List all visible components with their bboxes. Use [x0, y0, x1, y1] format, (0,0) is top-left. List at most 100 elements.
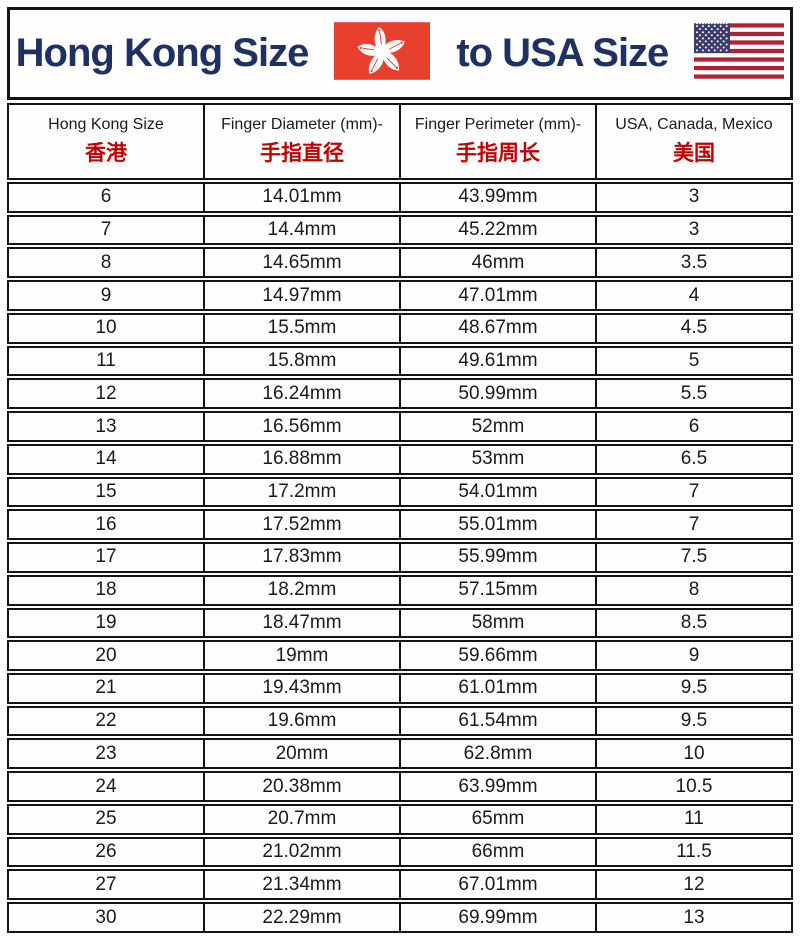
table-row: 27 21.34mm 67.01mm 12	[7, 869, 793, 901]
title-banner: Hong Kong Size to USA Size	[7, 7, 793, 100]
table-cell: 53mm	[399, 445, 595, 473]
table-cell: 21	[95, 677, 117, 699]
table-row: 21 19.43mm 61.01mm 9.5	[7, 673, 793, 704]
header-usa-canada-mexico: USA, Canada, Mexico 美国	[595, 105, 791, 178]
table-cell: 13	[95, 415, 117, 437]
header-label-en: Finger Perimeter (mm)-	[414, 116, 582, 133]
table-cell: 14.4mm	[203, 216, 399, 244]
title-hong-kong-size: Hong Kong Size	[15, 31, 310, 75]
table-header-row: Hong Kong Size 香港 Finger Diameter (mm)- …	[7, 103, 793, 180]
header-label-en: Hong Kong Size	[48, 116, 164, 133]
table-row: 18 18.2mm 57.15mm 8	[7, 574, 793, 606]
title-to-usa-size: to USA Size	[456, 31, 669, 75]
table-row: 25 20.7mm 65mm 11	[7, 803, 793, 835]
table-cell: 63.99mm	[399, 773, 595, 800]
header-hong-kong-size: Hong Kong Size 香港	[9, 105, 203, 178]
header-label-zh: 香港	[85, 142, 127, 165]
header-finger-perimeter: Finger Perimeter (mm)- 手指周长	[399, 105, 595, 178]
table-cell: 45.22mm	[399, 216, 595, 244]
table-cell: 10	[95, 317, 117, 339]
table-cell: 3.5	[595, 249, 791, 277]
table-cell: 11	[595, 805, 791, 833]
table-cell: 19.6mm	[203, 707, 399, 735]
table-cell: 62.8mm	[399, 740, 595, 768]
table-cell: 23	[95, 742, 117, 764]
table-cell: 17.52mm	[203, 511, 399, 539]
table-cell: 17.2mm	[203, 478, 399, 506]
table-cell: 59.66mm	[399, 642, 595, 670]
table-cell: 3	[595, 216, 791, 244]
table-row: 20 19mm 59.66mm 9	[7, 640, 793, 672]
table-cell: 11	[96, 350, 116, 372]
table-cell: 14	[95, 448, 117, 470]
table-cell: 20.38mm	[203, 773, 399, 800]
table-cell: 18.47mm	[203, 609, 399, 637]
table-cell: 14.65mm	[203, 249, 399, 277]
table-cell: 19.43mm	[203, 675, 399, 702]
table-cell: 17.83mm	[203, 544, 399, 571]
table-cell: 9	[595, 642, 791, 670]
table-cell: 67.01mm	[399, 871, 595, 899]
table-cell: 16.56mm	[203, 413, 399, 440]
table-cell: 69.99mm	[399, 904, 595, 931]
table-cell: 25	[95, 808, 117, 830]
table-cell: 18	[95, 579, 117, 601]
table-cell: 9.5	[595, 707, 791, 735]
header-finger-diameter: Finger Diameter (mm)- 手指直径	[203, 105, 399, 178]
table-row: 14 16.88mm 53mm 6.5	[7, 443, 793, 475]
table-cell: 12	[595, 871, 791, 899]
table-cell: 8	[595, 576, 791, 604]
usa-flag-icon	[694, 22, 785, 84]
table-cell: 26	[95, 841, 117, 863]
table-cell: 61.54mm	[399, 707, 595, 735]
table-cell: 7.5	[595, 544, 791, 571]
table-cell: 15.8mm	[203, 347, 399, 375]
table-cell: 48.67mm	[399, 314, 595, 342]
table-cell: 6	[100, 186, 112, 208]
table-cell: 22.29mm	[203, 904, 399, 931]
table-cell: 10	[595, 740, 791, 768]
table-row: 16 17.52mm 55.01mm 7	[7, 509, 793, 541]
header-label-en: Finger Diameter (mm)-	[221, 116, 383, 133]
table-cell: 66mm	[399, 838, 595, 866]
table-cell: 8	[100, 251, 112, 273]
table-cell: 21.34mm	[203, 871, 399, 899]
table-cell: 7	[595, 511, 791, 539]
table-cell: 50.99mm	[399, 380, 595, 408]
table-cell: 65mm	[399, 805, 595, 833]
table-cell: 17	[95, 546, 117, 568]
table-cell: 12	[95, 382, 117, 404]
table-row: 30 22.29mm 69.99mm 13	[7, 902, 793, 933]
table-cell: 55.01mm	[399, 511, 595, 539]
table-cell: 18.2mm	[203, 576, 399, 604]
table-cell: 24	[95, 775, 117, 797]
header-label-zh: 美国	[673, 142, 715, 165]
table-cell: 7	[100, 219, 112, 241]
table-cell: 10.5	[595, 773, 791, 800]
table-row: 13 16.56mm 52mm 6	[7, 411, 793, 442]
table-row: 10 15.5mm 48.67mm 4.5	[7, 312, 793, 344]
table-row: 8 14.65mm 46mm 3.5	[7, 247, 793, 279]
table-row: 7 14.4mm 45.22mm 3	[7, 214, 793, 246]
header-label-zh: 手指直径	[260, 142, 344, 165]
table-cell: 11.5	[595, 838, 791, 866]
table-cell: 43.99mm	[399, 184, 595, 211]
table-cell: 6	[595, 413, 791, 440]
table-cell: 7	[595, 478, 791, 506]
table-cell: 61.01mm	[399, 675, 595, 702]
table-cell: 16	[95, 513, 117, 535]
table-cell: 3	[595, 184, 791, 211]
table-row: 19 18.47mm 58mm 8.5	[7, 607, 793, 639]
table-cell: 19mm	[203, 642, 399, 670]
table-cell: 9.5	[595, 675, 791, 702]
table-cell: 57.15mm	[399, 576, 595, 604]
table-cell: 6.5	[595, 445, 791, 473]
table-row: 6 14.01mm 43.99mm 3	[7, 182, 793, 213]
table-cell: 15.5mm	[203, 314, 399, 342]
table-row: 15 17.2mm 54.01mm 7	[7, 476, 793, 508]
table-cell: 8.5	[595, 609, 791, 637]
table-cell: 19	[95, 611, 117, 633]
table-cell: 46mm	[399, 249, 595, 277]
table-cell: 16.88mm	[203, 445, 399, 473]
size-conversion-table: Hong Kong Size 香港 Finger Diameter (mm)- …	[7, 103, 793, 933]
